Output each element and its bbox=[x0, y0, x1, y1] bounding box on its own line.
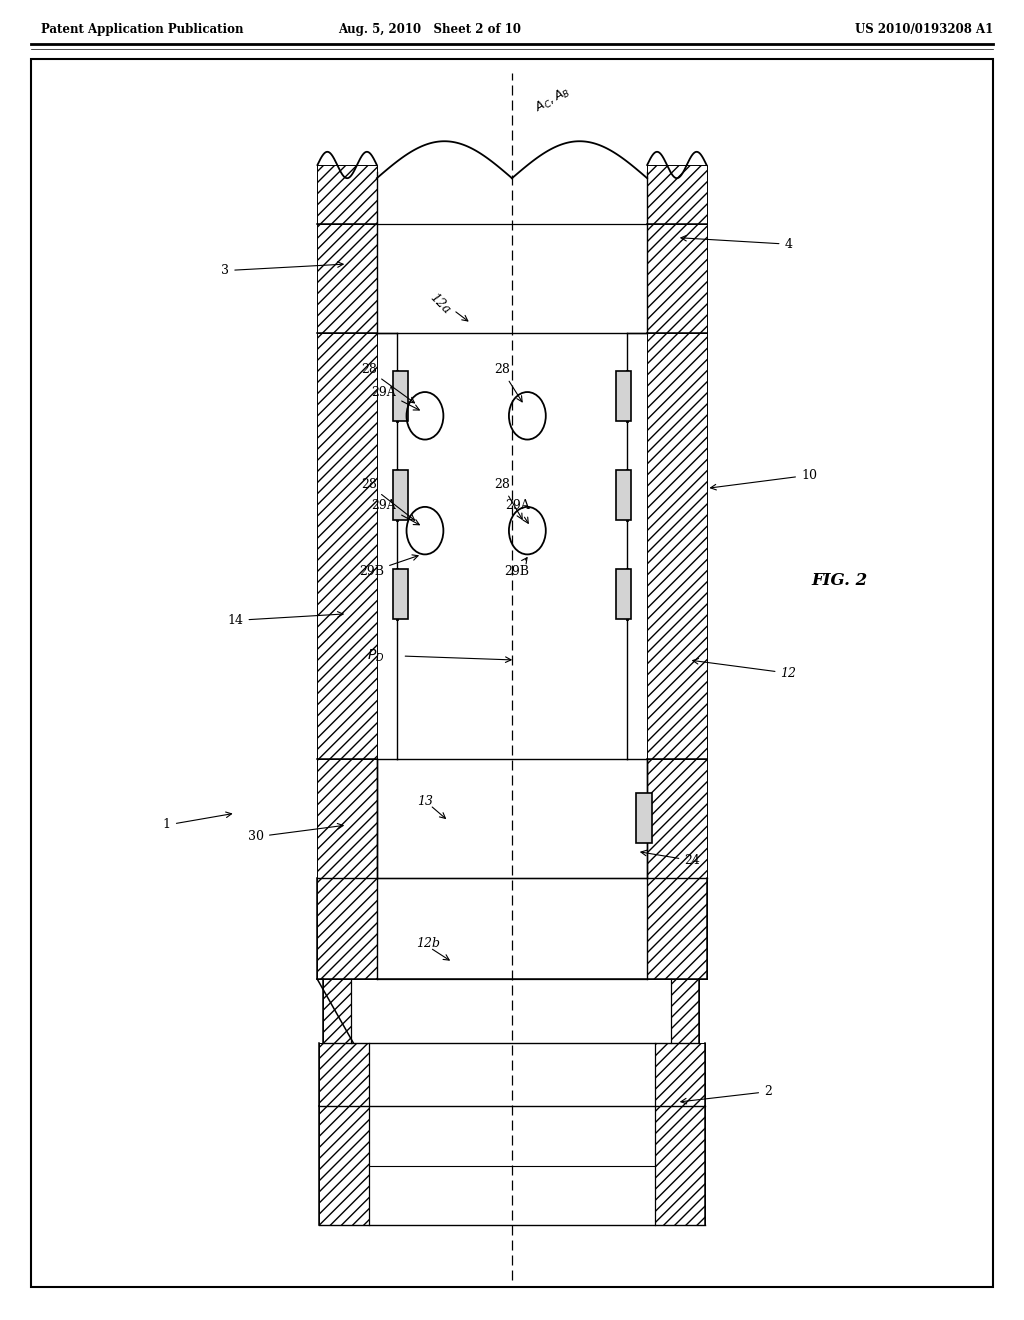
Text: 24: 24 bbox=[641, 850, 700, 867]
Bar bbox=[655, 1043, 705, 1106]
Text: $A_C, A_B$: $A_C, A_B$ bbox=[532, 84, 573, 116]
Bar bbox=[647, 224, 707, 333]
Text: US 2010/0193208 A1: US 2010/0193208 A1 bbox=[855, 22, 993, 36]
Text: $P_D$: $P_D$ bbox=[367, 648, 385, 664]
Text: Aug. 5, 2010   Sheet 2 of 10: Aug. 5, 2010 Sheet 2 of 10 bbox=[339, 22, 521, 36]
Bar bbox=[616, 371, 631, 421]
Text: 29B: 29B bbox=[505, 557, 529, 578]
Bar bbox=[655, 1106, 705, 1225]
Text: 10: 10 bbox=[711, 469, 817, 490]
Text: 30: 30 bbox=[248, 824, 343, 843]
Bar bbox=[647, 333, 707, 759]
Bar bbox=[317, 333, 377, 759]
Text: 28: 28 bbox=[494, 363, 522, 401]
Text: 14: 14 bbox=[227, 611, 343, 627]
Bar bbox=[393, 569, 408, 619]
Text: 1: 1 bbox=[163, 812, 231, 832]
Text: 29A: 29A bbox=[372, 499, 420, 525]
Bar bbox=[317, 224, 377, 333]
Bar bbox=[647, 878, 707, 979]
Text: 28: 28 bbox=[360, 363, 415, 403]
Text: 12a: 12a bbox=[427, 290, 454, 317]
Text: 3: 3 bbox=[221, 261, 343, 277]
Text: 13: 13 bbox=[417, 795, 433, 808]
Text: 29A: 29A bbox=[372, 385, 420, 411]
Text: 4: 4 bbox=[681, 235, 793, 251]
Text: 12: 12 bbox=[692, 659, 797, 680]
Bar bbox=[319, 1106, 369, 1225]
Text: 28: 28 bbox=[360, 478, 415, 520]
Bar bbox=[647, 759, 707, 878]
Text: 12b: 12b bbox=[416, 937, 440, 950]
Bar bbox=[393, 371, 408, 421]
Bar bbox=[317, 759, 377, 878]
Bar bbox=[647, 165, 707, 224]
Bar bbox=[317, 165, 377, 224]
Text: 29A: 29A bbox=[505, 499, 529, 523]
Bar bbox=[317, 878, 377, 979]
Bar bbox=[671, 979, 699, 1043]
Bar bbox=[393, 470, 408, 520]
Text: 28: 28 bbox=[494, 478, 522, 519]
Bar bbox=[616, 569, 631, 619]
Bar bbox=[637, 793, 652, 843]
Bar bbox=[323, 979, 351, 1043]
Text: Patent Application Publication: Patent Application Publication bbox=[41, 22, 244, 36]
Text: 2: 2 bbox=[681, 1085, 772, 1104]
Text: 29B: 29B bbox=[359, 554, 418, 578]
Text: FIG. 2: FIG. 2 bbox=[812, 573, 867, 589]
Bar bbox=[616, 470, 631, 520]
Bar bbox=[319, 1043, 369, 1106]
